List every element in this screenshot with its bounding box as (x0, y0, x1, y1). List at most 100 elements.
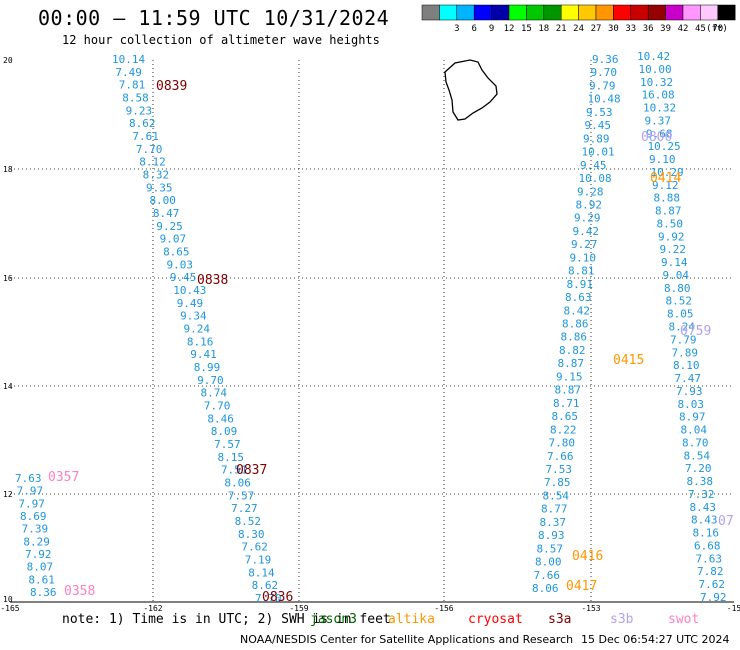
wave-height-label: 7.81 (119, 79, 146, 92)
wave-height-label: 9.37 (645, 114, 672, 127)
pass-time-label: 0759 (680, 324, 711, 339)
wave-height-label: 10.42 (637, 50, 670, 63)
wave-height-label: 9.89 (583, 132, 610, 145)
wave-height-label: 9.79 (589, 79, 616, 92)
legend-tick-label: 24 (573, 24, 584, 34)
wave-height-label: 8.16 (693, 527, 720, 540)
wave-height-label: 7.51 (221, 464, 248, 477)
pass-time-label: 0416 (572, 549, 603, 564)
wave-height-label: 9.68 (646, 127, 673, 140)
wave-height-label: 9.42 (573, 225, 600, 238)
wave-height-label: 9.07 (160, 233, 187, 246)
wave-height-label: 8.58 (122, 92, 149, 105)
wave-height-label: 7.63 (15, 472, 42, 485)
wave-height-label: 8.69 (20, 510, 47, 523)
pass-time-label: 0839 (156, 79, 187, 94)
footer-credit: NOAA/NESDIS Center for Satellite Applica… (240, 633, 574, 646)
wave-height-label: 8.47 (153, 207, 180, 220)
wave-height-label: 9.25 (156, 220, 183, 233)
wave-height-label: 8.93 (538, 529, 565, 542)
wave-height-label: 8.65 (552, 410, 579, 423)
wave-height-label: 9.15 (556, 370, 583, 383)
satellite-label-jason3: jason3 (310, 612, 357, 627)
wave-height-label: 10.32 (643, 102, 676, 115)
x-tick-label: -156 (434, 604, 453, 613)
legend-tick-label: 30 (608, 24, 619, 34)
wave-height-label: 9.27 (571, 238, 598, 251)
track-1: 10.147.497.818.589.238.627.617.708.128.3… (112, 53, 282, 605)
wave-height-label: 8.36 (30, 586, 57, 599)
wave-height-label: 7.39 (22, 523, 48, 536)
wave-height-label: 8.63 (565, 291, 592, 304)
wave-height-label: 7.93 (676, 385, 703, 398)
satellite-label-s3a: s3a (548, 612, 572, 627)
wave-height-label: 10.25 (648, 140, 681, 153)
wave-height-label: 8.82 (559, 344, 586, 357)
wave-height-label: 8.04 (681, 424, 708, 437)
wave-height-label: 8.50 (657, 217, 684, 230)
wave-height-label: 8.15 (218, 451, 245, 464)
wave-height-label: 16.08 (642, 89, 675, 102)
wave-height-label: 7.80 (549, 437, 576, 450)
wave-height-label: 8.80 (664, 282, 691, 295)
pass-time-label: 0358 (64, 584, 95, 599)
y-tick-label: 20 (3, 56, 13, 65)
wave-height-label: 8.77 (541, 503, 568, 516)
footer-timestamp: 15 Dec 06:54:27 UTC 2024 (581, 633, 730, 646)
x-tick-label: -153 (581, 604, 600, 613)
wave-height-label: 8.09 (211, 425, 238, 438)
pass-time-label: 0838 (197, 273, 228, 288)
wave-height-label: 10.14 (112, 53, 145, 66)
legend-tick-label: 27 (591, 24, 602, 34)
wave-height-label: 7.89 (672, 346, 699, 359)
wave-height-label: 9.03 (166, 258, 193, 271)
satellite-label-swot: swot (668, 612, 700, 627)
wave-height-label: 8.92 (576, 198, 603, 211)
wave-height-label: 9.45 (580, 159, 607, 172)
wave-height-label: 8.70 (682, 436, 709, 449)
wave-height-label: 8.86 (561, 331, 588, 344)
wave-height-label: 8.16 (187, 335, 214, 348)
y-tick-label: 14 (3, 382, 13, 391)
wave-height-label: 8.32 (143, 169, 170, 182)
legend-tick-label: 12 (504, 24, 515, 34)
wave-height-label: 8.52 (666, 295, 693, 308)
wave-height-label: 8.00 (535, 556, 562, 569)
note-text: note: 1) Time is in UTC; 2) SWH is in fe… (62, 612, 391, 627)
wave-height-label: 7.49 (115, 66, 141, 79)
wave-height-label: 8.46 (207, 412, 234, 425)
legend-tick-label: 36 (643, 24, 654, 34)
wave-height-label: 7.97 (18, 497, 45, 510)
legend-tick-label: 42 (678, 24, 689, 34)
wave-height-label: 9.41 (190, 348, 217, 361)
wave-height-label: 9.29 (574, 212, 601, 225)
wave-height-label: 8.10 (673, 359, 700, 372)
wave-height-label: 8.14 (248, 566, 275, 579)
wave-height-label: 8.54 (543, 489, 570, 502)
pass-time-label: 07 (718, 514, 734, 529)
track-4: 10.4210.0010.3216.0810.329.379.6810.259.… (637, 50, 727, 604)
x-tick-label: -15 (727, 604, 740, 613)
wave-height-label: 7.66 (534, 569, 561, 582)
wave-height-label: 10.48 (588, 93, 621, 106)
wave-height-label: 8.42 (564, 304, 591, 317)
wave-height-label: 7.70 (255, 592, 282, 605)
wave-height-label: 8.24 (669, 321, 696, 334)
wave-height-label: 9.92 (658, 230, 685, 243)
wave-height-label: 10.32 (640, 76, 673, 89)
wave-height-label: 8.29 (23, 535, 50, 548)
wave-height-label: 9.10 (570, 251, 597, 264)
wave-height-label: 9.49 (177, 297, 204, 310)
legend-tick-label: 18 (538, 24, 549, 34)
wave-height-label: 8.43 (690, 501, 717, 514)
legend-tick-label: 21 (556, 24, 567, 34)
wave-height-label: 10.43 (173, 284, 206, 297)
wave-height-label: 9.14 (661, 256, 688, 269)
legend-tick-label: 70 (712, 24, 723, 34)
wave-height-label: 8.06 (224, 477, 251, 490)
x-tick-label: -165 (0, 604, 19, 613)
satellite-label-cryosat: cryosat (468, 612, 523, 627)
legend-tick-label: 15 (521, 24, 532, 34)
pass-time-label: 0836 (262, 590, 293, 605)
